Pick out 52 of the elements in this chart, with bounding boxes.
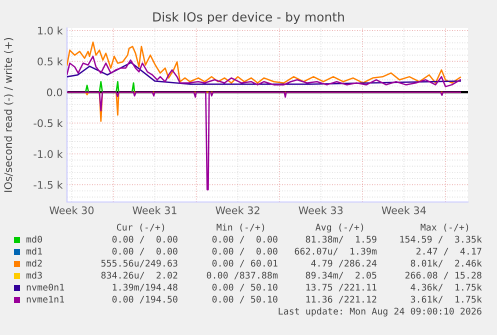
text: Avg (-/+) [316, 224, 364, 232]
legend-label: md1 [26, 248, 42, 255]
x-tick-label: Week 34 [382, 206, 426, 214]
legend-label: md2 [26, 260, 42, 267]
line-series [67, 41, 461, 84]
text: 0.00 / 60.01 [212, 260, 278, 268]
text: 3.61k/ 1.75k [410, 296, 482, 304]
x-tick-label: Week 33 [298, 206, 343, 214]
text: 154.59 / 3.35k [400, 236, 482, 244]
x-tick-label: Week 30 [50, 206, 94, 214]
text: 0.00 /194.50 [112, 296, 178, 304]
text: Min (-/+) [216, 224, 264, 232]
line-series [67, 62, 461, 85]
text: Max (-/+) [420, 224, 468, 232]
text: 8.01k/ 2.46k [410, 260, 482, 268]
y-tick-label: -0.5 k [34, 119, 63, 128]
text: 2.47 / 4.17 [416, 248, 482, 256]
text: 0.00 / 0.00 [112, 236, 178, 244]
line-series [67, 56, 461, 88]
text: 266.08 / 15.28 [405, 272, 482, 280]
line-series [67, 91, 461, 190]
x-tick-label: Week 32 [216, 206, 260, 214]
legend-label: md3 [26, 272, 42, 279]
text: 555.56u/249.63 [101, 260, 178, 268]
text: 0.00 / 50.10 [212, 284, 278, 292]
text: Cur (-/+) [116, 224, 164, 232]
text: 0.00 /837.88m [206, 272, 278, 280]
y-tick-label: 0.0 [46, 88, 62, 96]
text: Last update: Mon Aug 24 09:00:10 2026 [278, 308, 482, 316]
chart-title: Disk IOs per device - by month [153, 12, 344, 24]
text: 0.00 / 0.00 [212, 236, 278, 244]
text: 89.34m/ 2.05 [306, 272, 376, 280]
text: 4.79 /286.24 [311, 260, 377, 268]
y-tick-label: 0.5 k [38, 57, 63, 66]
text: 0.00 / 50.10 [212, 296, 278, 304]
text: 0.00 / 0.00 [112, 248, 178, 256]
y-tick-label: 1.0 k [38, 26, 63, 35]
text: 4.36k/ 1.75k [410, 284, 482, 292]
text: 13.75 /221.11 [306, 284, 376, 292]
x-tick-label: Week 31 [132, 206, 176, 214]
text: 0.00 / 0.00 [212, 248, 278, 256]
legend-label: nvme0n1 [26, 284, 64, 291]
text: 662.07u/ 1.39m [294, 248, 377, 256]
legend-label: md0 [26, 236, 42, 243]
text: 11.36 /221.12 [306, 296, 376, 304]
y-tick-label: -1.0 k [34, 150, 63, 158]
text: 1.39m/194.48 [112, 284, 178, 292]
text: 834.26u/ 2.02 [101, 272, 178, 280]
y-tick-label: -1.5 k [34, 180, 63, 189]
legend-label: nvme1n1 [26, 296, 64, 303]
text: 81.38m/ 1.59 [306, 236, 376, 244]
y-axis-title: IOs/second read (-) / write (+) [4, 38, 14, 192]
